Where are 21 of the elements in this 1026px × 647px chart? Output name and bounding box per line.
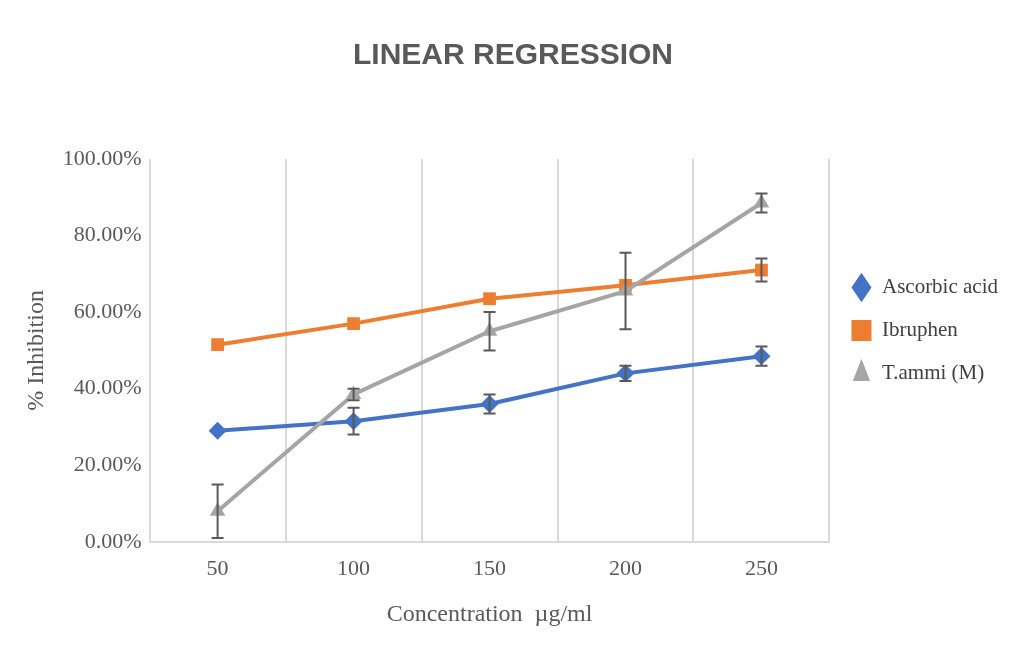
y-tick-label: 0.00% <box>84 527 142 553</box>
point <box>211 338 224 352</box>
y-axis-title: % Inhibition <box>21 290 48 411</box>
y-tick-label: 20.00% <box>73 451 142 477</box>
point <box>347 317 360 330</box>
point <box>208 421 227 440</box>
y-tick-label: 60.00% <box>73 297 142 323</box>
y-tick-label: 40.00% <box>73 374 142 400</box>
legend-label: T.ammi (M) <box>881 360 985 385</box>
x-tick-label: 100 <box>337 554 371 580</box>
y-tick-label: 100.00% <box>62 144 142 170</box>
legend-label: Ibruphen <box>881 317 959 342</box>
x-tick-label: 200 <box>609 554 643 580</box>
x-axis-title: Concentration µg/ml <box>386 599 593 626</box>
x-tick-label: 50 <box>206 554 229 580</box>
chart-title: LINEAR REGRESSION <box>352 37 674 71</box>
x-tick-label: 250 <box>744 554 778 580</box>
y-tick-label: 80.00% <box>73 221 142 247</box>
legend-label: Ascorbic acid <box>881 274 999 299</box>
x-tick-label: 150 <box>473 554 507 580</box>
point <box>483 292 496 306</box>
